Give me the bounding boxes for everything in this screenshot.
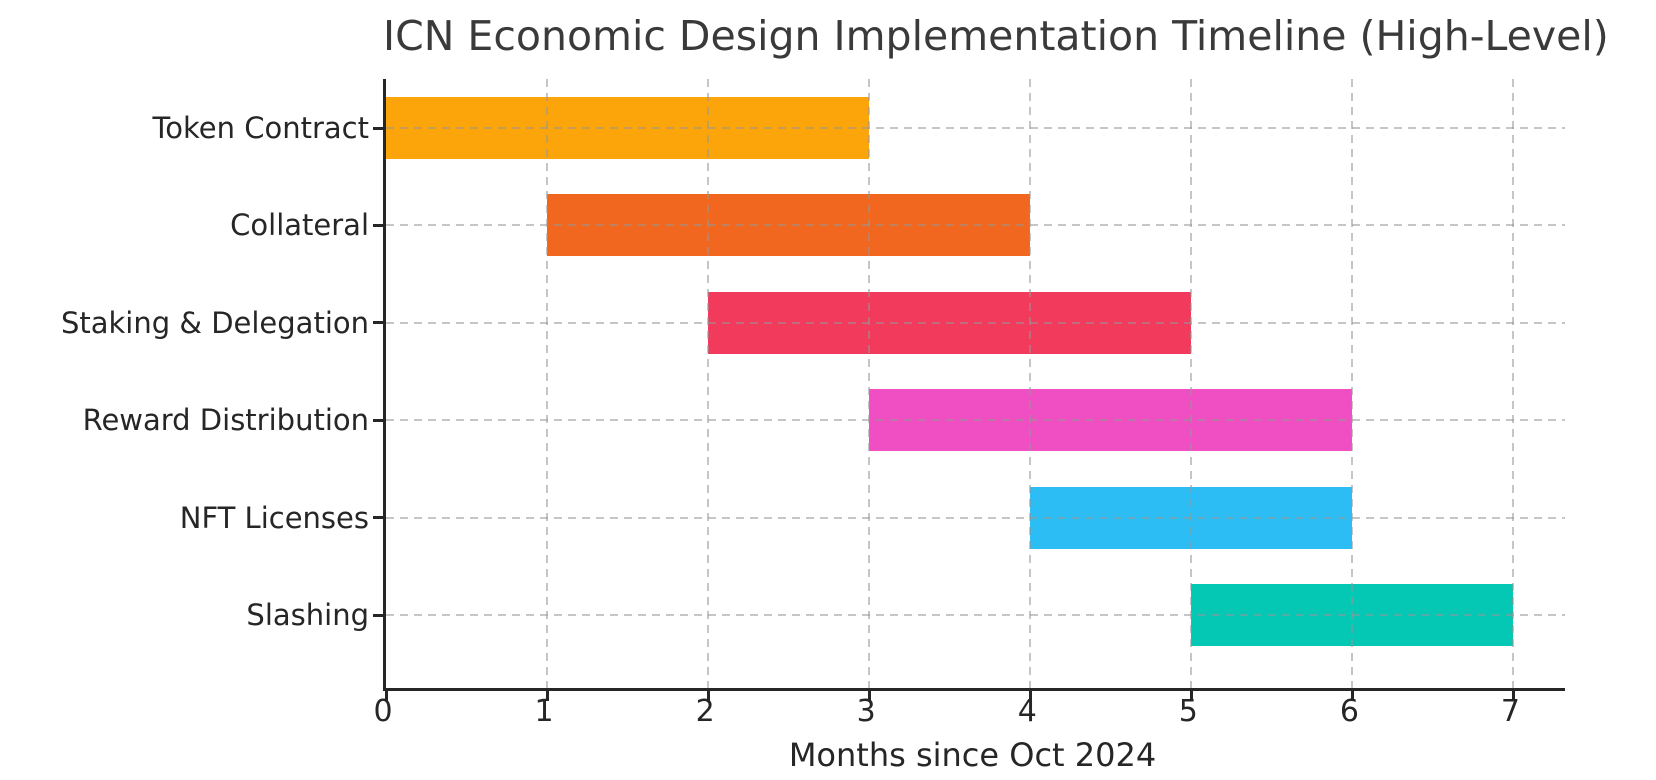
x-tick-label: 2: [695, 694, 715, 729]
y-tick-mark: [373, 321, 383, 325]
y-tick-mark: [373, 613, 383, 617]
x-tick-mark: [1189, 691, 1193, 701]
gridline-vertical: [1029, 79, 1032, 688]
x-tick-label: 5: [1178, 694, 1198, 729]
gridline-horizontal: [386, 614, 1565, 616]
gridline-horizontal: [386, 516, 1565, 519]
gridline-vertical: [707, 79, 710, 688]
gridline-vertical: [546, 79, 549, 688]
x-tick-mark: [706, 691, 710, 701]
chart-title: ICN Economic Design Implementation Timel…: [383, 12, 1609, 60]
y-tick-mark: [373, 516, 383, 520]
y-axis-category-label: NFT Licenses: [179, 500, 369, 535]
x-tick-label: 4: [1017, 694, 1037, 729]
gridline-horizontal: [386, 224, 1565, 227]
gridline-horizontal: [386, 127, 1565, 129]
x-tick-mark: [545, 691, 549, 701]
x-tick-mark: [384, 691, 388, 701]
gridline-vertical: [1351, 79, 1354, 688]
x-tick-mark: [867, 691, 871, 701]
y-axis-category-label: Collateral: [230, 208, 369, 243]
gridline-vertical: [868, 79, 871, 688]
y-axis-category-label: Staking & Delegation: [60, 305, 369, 340]
gridline-horizontal: [386, 321, 1565, 324]
x-tick-label: 3: [856, 694, 876, 729]
y-tick-mark: [373, 126, 383, 130]
gridline-vertical: [1190, 79, 1193, 688]
y-axis-category-label: Reward Distribution: [82, 403, 369, 438]
y-axis-category-label: Slashing: [246, 598, 369, 632]
y-axis-category-label: Token Contract: [152, 111, 369, 145]
plot-area: [373, 79, 1565, 701]
gridline-vertical: [1512, 79, 1515, 688]
x-tick-mark: [1350, 691, 1354, 701]
x-tick-label: 7: [1500, 694, 1520, 729]
x-tick-mark: [1028, 691, 1032, 701]
y-tick-mark: [373, 223, 383, 227]
x-tick-label: 6: [1339, 694, 1359, 729]
x-axis-label: Months since Oct 2024: [788, 736, 1157, 774]
gridline-horizontal: [386, 419, 1565, 422]
x-tick-label: 1: [534, 694, 554, 729]
x-tick-mark: [1511, 691, 1515, 701]
x-tick-label: 0: [373, 694, 393, 729]
y-tick-mark: [373, 418, 383, 422]
